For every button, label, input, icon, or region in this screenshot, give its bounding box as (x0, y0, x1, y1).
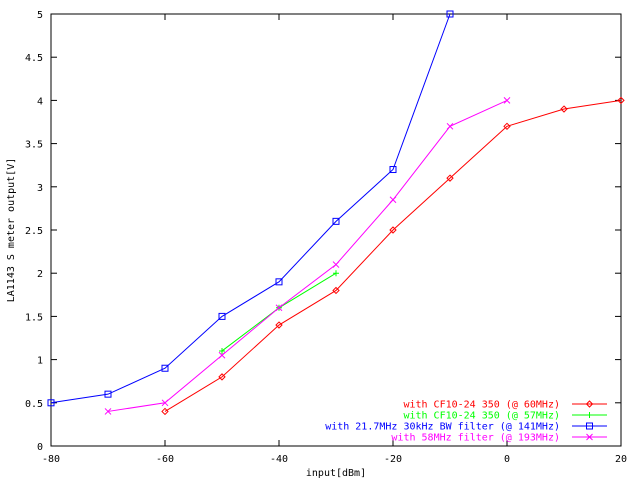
y-axis-label: LA1143 S meter output[V] (6, 158, 17, 303)
data-point (586, 412, 593, 418)
y-tick-label: 2 (37, 269, 43, 280)
x-axis-label: input[dBm] (306, 468, 366, 479)
data-point (333, 270, 339, 277)
data-point (560, 105, 568, 113)
y-tick-label: 4 (37, 96, 43, 107)
data-point (332, 261, 340, 268)
y-tick-label: 1 (37, 356, 43, 367)
data-point (218, 373, 226, 381)
data-point (218, 312, 226, 320)
series-3 (47, 10, 454, 407)
data-point (104, 390, 112, 398)
series-line (107, 99, 508, 412)
x-tick-label: -40 (270, 454, 288, 465)
x-tick-label: -80 (42, 454, 60, 465)
data-point (585, 400, 594, 408)
tick-labels: -80 -60 -40 -20 0 20 0 0.5 1 1.5 2 2.5 3 3.5 4 4.5 5 (25, 10, 627, 465)
legend-item: with 21.7MHz 30kHz BW filter (@ 141MHz) (325, 422, 607, 433)
legend-label: with 21.7MHz 30kHz BW filter (@ 141MHz) (325, 422, 560, 433)
y-tick-label: 1.5 (25, 312, 43, 323)
legend-item: with 58MHz filter (@ 193MHz) (391, 433, 607, 444)
data-point (104, 408, 112, 415)
data-point (161, 399, 169, 407)
data-point (389, 226, 397, 234)
x-tick-label: -60 (156, 454, 174, 465)
data-point (446, 122, 454, 130)
series-line (164, 99, 622, 412)
y-tick-label: 4.5 (25, 53, 43, 64)
axis-ticks (50, 13, 622, 447)
data-point (389, 166, 397, 174)
series-4 (104, 97, 511, 415)
y-tick-label: 3.5 (25, 140, 43, 151)
y-tick-label: 0.5 (25, 399, 43, 410)
x-tick-label: 0 (504, 454, 510, 465)
data-point (586, 433, 593, 441)
series-group (47, 10, 625, 416)
legend-label: with 58MHz filter (@ 193MHz) (391, 433, 560, 444)
data-point (332, 286, 340, 295)
data-point (47, 399, 55, 407)
x-tick-label: 20 (615, 454, 627, 465)
y-tick-label: 5 (37, 10, 43, 21)
data-point (275, 304, 283, 312)
x-tick-label: -20 (384, 454, 402, 465)
data-point (617, 96, 625, 105)
data-point (389, 196, 397, 204)
data-point (161, 364, 169, 372)
series-line (50, 13, 451, 404)
legend-item: with CF10-24 350 (@ 60MHz) (403, 400, 607, 411)
y-tick-label: 3 (37, 183, 43, 194)
legend: with CF10-24 350 (@ 60MHz)with CF10-24 3… (325, 400, 607, 444)
legend-label: with CF10-24 350 (@ 60MHz) (403, 400, 560, 411)
data-point (503, 97, 511, 104)
data-point (218, 351, 226, 359)
y-tick-label: 2.5 (25, 226, 43, 237)
data-point (219, 347, 225, 354)
data-point (586, 422, 593, 430)
data-point (161, 407, 169, 416)
series-1 (161, 96, 625, 416)
data-point (275, 278, 283, 286)
data-point (503, 122, 511, 131)
legend-item: with CF10-24 350 (@ 57MHz) (403, 411, 607, 422)
y-tick-label: 0 (37, 442, 43, 453)
data-point (332, 217, 340, 225)
series-2 (219, 270, 339, 354)
data-point (446, 174, 454, 182)
legend-label: with CF10-24 350 (@ 57MHz) (403, 411, 560, 422)
data-point (275, 321, 283, 329)
data-point (446, 10, 454, 18)
